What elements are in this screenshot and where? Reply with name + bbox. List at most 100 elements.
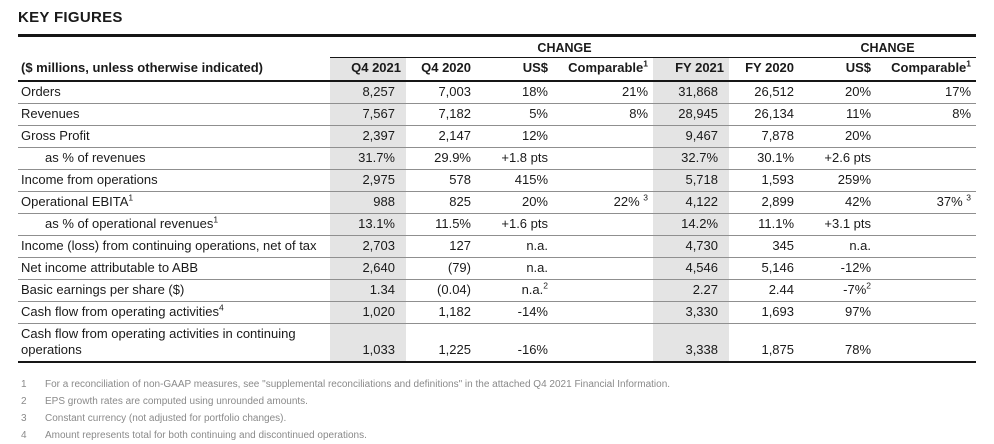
row-label: Revenues	[18, 103, 330, 126]
row-label: Cash flow from operating activities4	[18, 301, 330, 324]
table-cell	[876, 169, 977, 192]
table-cell: 29.9%	[406, 147, 476, 170]
table-cell	[876, 147, 977, 170]
table-cell: 415%	[476, 169, 553, 192]
footnote-marker-superscript: 4	[218, 302, 224, 313]
table-cell: 97%	[799, 301, 877, 324]
table-cell: 4,730	[653, 235, 730, 258]
row-label: as % of revenues	[18, 147, 330, 170]
table-cell: 7,567	[330, 103, 406, 126]
table-cell: -12%	[799, 257, 877, 280]
table-cell: 7,878	[729, 125, 800, 148]
table-row: as % of revenues 31.7% 29.9% +1.8 pts 32.7% 3…	[18, 147, 977, 170]
footnotes: 1 For a reconciliation of non-GAAP measur…	[18, 376, 976, 444]
footnote-marker-superscript: 3	[643, 192, 649, 203]
table-cell: 31,868	[653, 81, 730, 104]
table-cell: 32.7%	[653, 147, 730, 170]
table-cell: 20%	[799, 81, 877, 104]
table-cell	[553, 147, 654, 170]
table-cell: 20%	[799, 125, 877, 148]
table-cell: 1,225	[406, 323, 476, 363]
table-body: Orders 8,257 7,003 18% 21% 31,868 26,512 20% 17%…	[18, 81, 977, 363]
table-cell: 3,338	[653, 323, 730, 363]
table-cell: 3,330	[653, 301, 730, 324]
table-row: Gross Profit 2,397 2,147 12% 9,467 7,878 20%	[18, 125, 977, 148]
table-cell: 825	[406, 191, 476, 214]
table-cell: 8%	[553, 103, 654, 126]
table-cell	[553, 257, 654, 280]
table-cell: 20%	[476, 191, 553, 214]
table-cell	[876, 323, 977, 363]
table-cell: 1,593	[729, 169, 800, 192]
table-cell: 13.1%	[330, 213, 406, 236]
table-cell: +1.6 pts	[476, 213, 553, 236]
table-cell: (0.04)	[406, 279, 476, 302]
footnote-marker-superscript: 1	[966, 58, 972, 69]
table-header: CHANGE CHANGE ($ millions, unless otherwis…	[18, 40, 977, 82]
table-cell: n.a.2	[476, 279, 553, 302]
change-header-row: CHANGE CHANGE	[18, 40, 977, 58]
table-cell	[876, 213, 977, 236]
table-cell: 2,703	[330, 235, 406, 258]
change-header-q4: CHANGE	[476, 40, 654, 58]
table-cell: 1,693	[729, 301, 800, 324]
table-cell	[553, 279, 654, 302]
table-cell: 1,182	[406, 301, 476, 324]
column-header-row: ($ millions, unless otherwise indicated)…	[18, 57, 977, 82]
table-cell	[553, 301, 654, 324]
table-cell: 12%	[476, 125, 553, 148]
footnote: 3 Constant currency (not adjusted for por…	[21, 410, 976, 427]
table-cell: (79)	[406, 257, 476, 280]
footnote: 2 EPS growth rates are computed using unr…	[21, 393, 976, 410]
table-cell: 11.1%	[729, 213, 800, 236]
table-cell: 37% 3	[876, 191, 977, 214]
row-label: Basic earnings per share ($)	[18, 279, 330, 302]
table-cell: 22% 3	[553, 191, 654, 214]
table-row: as % of operational revenues1 13.1% 11.5% +…	[18, 213, 977, 236]
table-cell: 1,875	[729, 323, 800, 363]
table-cell: 2,975	[330, 169, 406, 192]
table-cell: 5%	[476, 103, 553, 126]
row-label: Cash flow from operating activities in c…	[18, 323, 330, 363]
table-row: Income (loss) from continuing operations…	[18, 235, 977, 258]
table-row: Orders 8,257 7,003 18% 21% 31,868 26,512 20% 17%	[18, 81, 977, 104]
row-label: Income (loss) from continuing operations…	[18, 235, 330, 258]
table-cell: 988	[330, 191, 406, 214]
footnote: 1 For a reconciliation of non-GAAP measur…	[21, 376, 976, 393]
column-header: Q4 2020	[406, 57, 476, 82]
page-title: KEY FIGURES	[18, 6, 976, 37]
key-figures-table: CHANGE CHANGE ($ millions, unless otherwis…	[18, 40, 977, 363]
footnote-marker-superscript: 2	[866, 280, 872, 291]
footnote-number: 2	[21, 396, 27, 407]
footnote-number: 4	[21, 430, 27, 441]
table-cell: 8,257	[330, 81, 406, 104]
footnote-marker-superscript: 1	[213, 214, 219, 225]
column-header: Comparable1	[876, 57, 977, 82]
footnote: 4 Amount represents total for both contin…	[21, 427, 976, 444]
column-header: Q4 2021	[330, 57, 406, 82]
table-cell: 18%	[476, 81, 553, 104]
table-cell: 1,020	[330, 301, 406, 324]
table-cell: 14.2%	[653, 213, 730, 236]
table-cell: 1.34	[330, 279, 406, 302]
column-header: FY 2020	[729, 57, 800, 82]
column-header: Comparable1	[553, 57, 654, 82]
table-cell: 1,033	[330, 323, 406, 363]
footnote-number: 1	[21, 379, 27, 390]
table-cell	[876, 125, 977, 148]
table-cell	[553, 125, 654, 148]
table-cell: 2.44	[729, 279, 800, 302]
table-row: Net income attributable to ABB 2,640 (79) n…	[18, 257, 977, 280]
column-header: FY 2021	[653, 57, 730, 82]
table-cell: 7,003	[406, 81, 476, 104]
table-cell	[553, 323, 654, 363]
table-cell: n.a.	[476, 257, 553, 280]
table-cell: 17%	[876, 81, 977, 104]
table-cell: 5,718	[653, 169, 730, 192]
table-cell	[876, 257, 977, 280]
footnote-marker-superscript: 2	[543, 280, 548, 291]
row-label: Operational EBITA1	[18, 191, 330, 214]
table-row: Operational EBITA1 988 825 20% 22% 3 4,122 2,8…	[18, 191, 977, 214]
row-label: as % of operational revenues1	[18, 213, 330, 236]
